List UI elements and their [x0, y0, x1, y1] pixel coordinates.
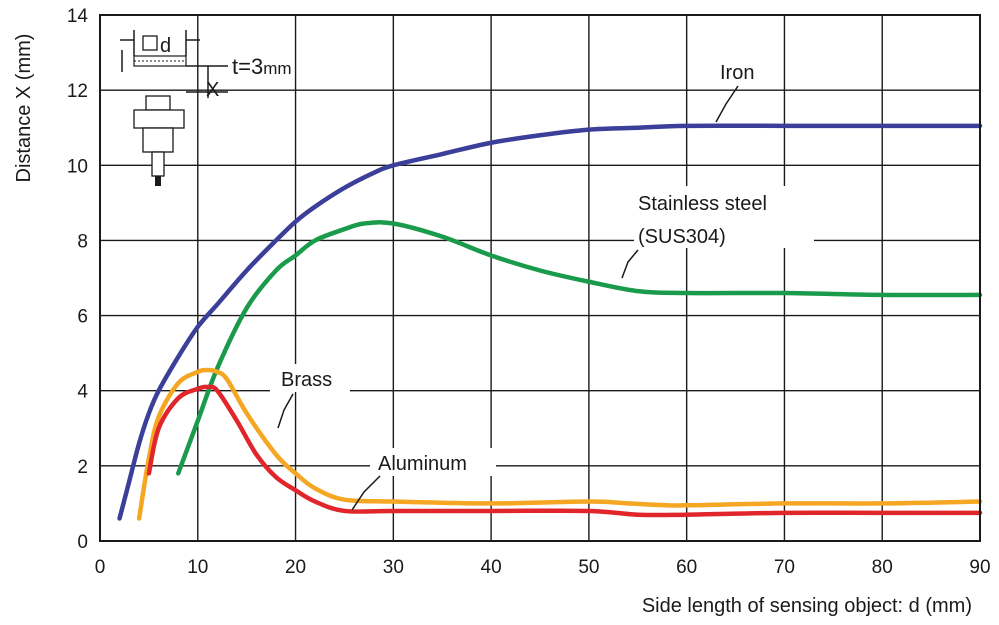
x-tick-label: 30: [383, 557, 404, 578]
iron-leader: [715, 85, 739, 123]
iron-label-bg: [714, 58, 768, 84]
sensor-cable: [155, 176, 161, 186]
axes: 0 10 20 30 40 50 60 70 80 90 0 2 4 6 8 10 12 14 Side lengt…: [13, 6, 991, 617]
aluminum-label: Aluminum: [378, 453, 467, 475]
series-line-stainless-steel: [175, 220, 983, 476]
series-line-iron: [117, 123, 983, 521]
x-tick-label: 90: [969, 557, 990, 578]
iron-label: Iron: [720, 62, 754, 84]
x-tick-label: 50: [578, 557, 599, 578]
y-tick-label: 14: [67, 6, 89, 27]
y-tick-label: 10: [67, 156, 88, 177]
y-tick-label: 8: [77, 231, 88, 252]
sensor-nut: [133, 109, 185, 129]
stainless-label-bg: [634, 186, 814, 248]
brass-label: Brass: [281, 369, 332, 391]
y-tick-label: 6: [77, 307, 88, 328]
x-tick-label: 80: [872, 557, 893, 578]
sensor-tail: [151, 151, 165, 177]
x-axis-title: Side length of sensing object: d (mm): [642, 595, 972, 617]
stainless-label-line2: (SUS304): [638, 226, 726, 248]
stainless-leader: [621, 249, 639, 279]
stainless-label-line1: Stainless steel: [638, 193, 767, 215]
y-tick-label: 12: [67, 81, 88, 102]
brass-leader: [277, 393, 294, 429]
x-tick-label: 40: [481, 557, 502, 578]
x-tick-label: 0: [95, 557, 106, 578]
sensor-diagram: d t=3mm X: [120, 30, 292, 186]
plot-frame: [99, 14, 981, 542]
thickness-label: t=3mm: [232, 54, 292, 79]
brass-label-bg: [270, 364, 350, 392]
x-tick-label: 10: [187, 557, 208, 578]
series-annotations: Iron Stainless steel (SUS304) Brass Alum…: [270, 58, 814, 511]
d-label: d: [160, 35, 171, 57]
sensor-body: [142, 127, 174, 153]
x-tick-label: 20: [285, 557, 306, 578]
y-tick-label: 0: [77, 532, 88, 553]
series-lines: [117, 123, 983, 521]
series-line-aluminum: [146, 384, 983, 518]
y-tick-label: 4: [77, 382, 88, 403]
y-axis-title: Distance X (mm): [13, 34, 35, 183]
square-symbol: [142, 35, 158, 51]
x-label: X: [206, 79, 219, 101]
y-tick-label: 2: [77, 457, 88, 478]
x-tick-label: 70: [774, 557, 795, 578]
series-line-brass: [136, 367, 983, 521]
x-tick-label: 60: [676, 557, 697, 578]
aluminum-label-bg: [370, 448, 496, 476]
sensor-head: [145, 95, 171, 111]
aluminum-leader: [351, 475, 381, 511]
grid: [99, 14, 981, 542]
